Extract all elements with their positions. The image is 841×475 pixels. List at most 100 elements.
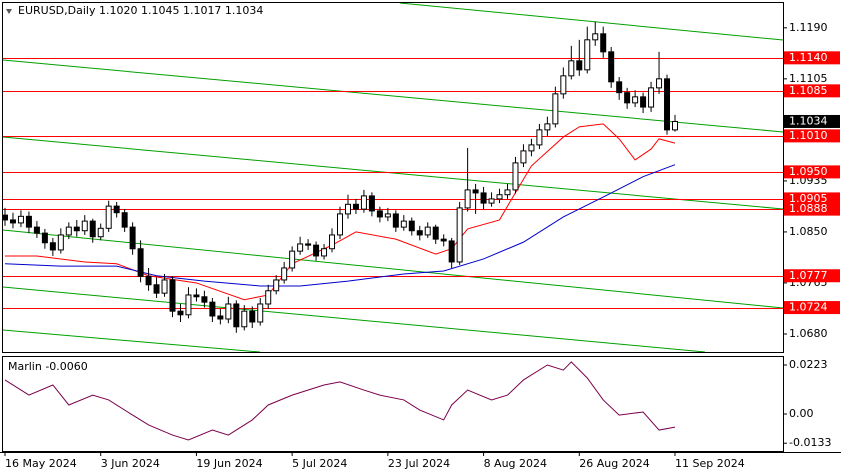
x-tick-label: 26 Aug 2024 bbox=[579, 457, 649, 470]
indicator-panel-frame bbox=[2, 356, 784, 452]
trend-line bbox=[399, 2, 784, 41]
y-tick-label: 1.1105 bbox=[789, 72, 828, 85]
candle-body bbox=[41, 232, 48, 244]
candle-body bbox=[480, 192, 487, 204]
candle-body bbox=[632, 96, 639, 104]
candle-body bbox=[17, 215, 24, 224]
level-label-box bbox=[784, 269, 840, 283]
candle-body bbox=[249, 310, 256, 323]
candle-body bbox=[352, 203, 359, 210]
candle-body bbox=[313, 244, 320, 257]
candle-body bbox=[568, 60, 575, 77]
candle-body bbox=[416, 230, 423, 236]
candle-body bbox=[464, 189, 471, 209]
level-label-box bbox=[784, 192, 840, 206]
candle-body bbox=[9, 219, 16, 224]
level-label-box bbox=[784, 202, 840, 216]
level-label-box bbox=[784, 129, 840, 143]
level-label: 1.1085 bbox=[789, 84, 828, 97]
candle-body bbox=[2, 214, 8, 221]
x-tick-label: 11 Sep 2024 bbox=[675, 457, 745, 470]
y-tick-label: 1.0680 bbox=[789, 327, 828, 340]
candle-body bbox=[448, 240, 455, 263]
trend-line bbox=[2, 329, 261, 353]
moving-average bbox=[5, 123, 676, 301]
level-label-box bbox=[784, 51, 840, 65]
level-label: 1.0888 bbox=[789, 202, 828, 215]
candle-body bbox=[193, 294, 200, 298]
candle-body bbox=[129, 226, 136, 250]
x-tick-label: 3 Jun 2024 bbox=[101, 457, 160, 470]
candle-body bbox=[640, 96, 647, 108]
level-label-box bbox=[784, 301, 840, 315]
y-tick-label: 1.1190 bbox=[789, 21, 828, 34]
y-tick-label: 1.0850 bbox=[789, 225, 828, 238]
candle-body bbox=[153, 284, 160, 294]
x-tick-label: 19 Jun 2024 bbox=[196, 457, 262, 470]
candle-body bbox=[329, 234, 336, 250]
candle-body bbox=[257, 303, 264, 323]
candle-body bbox=[241, 310, 248, 328]
candle-body bbox=[201, 296, 208, 303]
candle-body bbox=[504, 189, 511, 196]
candle-body bbox=[105, 205, 112, 229]
candle-body bbox=[624, 92, 631, 104]
candle-body bbox=[81, 220, 88, 232]
candle-body bbox=[297, 243, 304, 252]
candle-body bbox=[360, 195, 367, 210]
candle-body bbox=[440, 238, 447, 242]
candle-body bbox=[376, 210, 383, 218]
candle-body bbox=[177, 310, 184, 316]
candle-body bbox=[584, 39, 591, 71]
candle-body bbox=[209, 301, 216, 317]
candle-body bbox=[672, 120, 678, 131]
candle-body bbox=[664, 78, 671, 131]
chart-title: EURUSD,Daily 1.1020 1.1045 1.1017 1.1034 bbox=[18, 4, 263, 17]
candle-body bbox=[472, 189, 479, 194]
candle-body bbox=[544, 123, 551, 131]
candle-body bbox=[592, 33, 599, 41]
level-label: 1.0905 bbox=[789, 192, 828, 205]
candle-body bbox=[368, 195, 375, 212]
candle-body bbox=[648, 87, 655, 108]
candle-body bbox=[217, 315, 224, 320]
trend-line bbox=[2, 286, 706, 353]
candle-body bbox=[185, 294, 192, 316]
candle-body bbox=[520, 150, 527, 164]
candle-body bbox=[137, 248, 144, 277]
candle-body bbox=[33, 226, 40, 234]
candle-body bbox=[121, 212, 128, 228]
candle-body bbox=[496, 194, 503, 200]
candle-body bbox=[73, 226, 80, 232]
candle-body bbox=[512, 162, 519, 191]
candle-body bbox=[488, 198, 495, 204]
candle-body bbox=[25, 215, 32, 228]
last-price-label: 1.1034 bbox=[789, 114, 828, 127]
last-price-box bbox=[784, 114, 840, 128]
level-label: 1.1140 bbox=[789, 51, 828, 64]
level-label-box bbox=[784, 84, 840, 98]
candle-body bbox=[97, 227, 104, 238]
level-label-box bbox=[784, 165, 840, 179]
candle-body bbox=[273, 279, 280, 292]
trend-line bbox=[2, 59, 784, 133]
level-label: 1.0724 bbox=[789, 301, 828, 314]
candle-body bbox=[656, 78, 663, 89]
candle-body bbox=[145, 275, 152, 286]
candle-body bbox=[400, 220, 407, 228]
candle-body bbox=[616, 81, 623, 94]
candle-body bbox=[528, 144, 535, 152]
candle-body bbox=[560, 75, 567, 95]
x-tick-label: 8 Aug 2024 bbox=[484, 457, 547, 470]
candle-body bbox=[57, 234, 64, 251]
candle-body bbox=[552, 93, 559, 125]
candle-body bbox=[408, 220, 415, 232]
candle-body bbox=[432, 226, 439, 240]
candle-body bbox=[321, 248, 328, 257]
y-tick-label: -0.0133 bbox=[789, 436, 831, 449]
candle-body bbox=[89, 220, 96, 238]
candle-body bbox=[65, 226, 72, 236]
candle-body bbox=[384, 213, 391, 218]
main-panel-frame bbox=[2, 2, 784, 353]
